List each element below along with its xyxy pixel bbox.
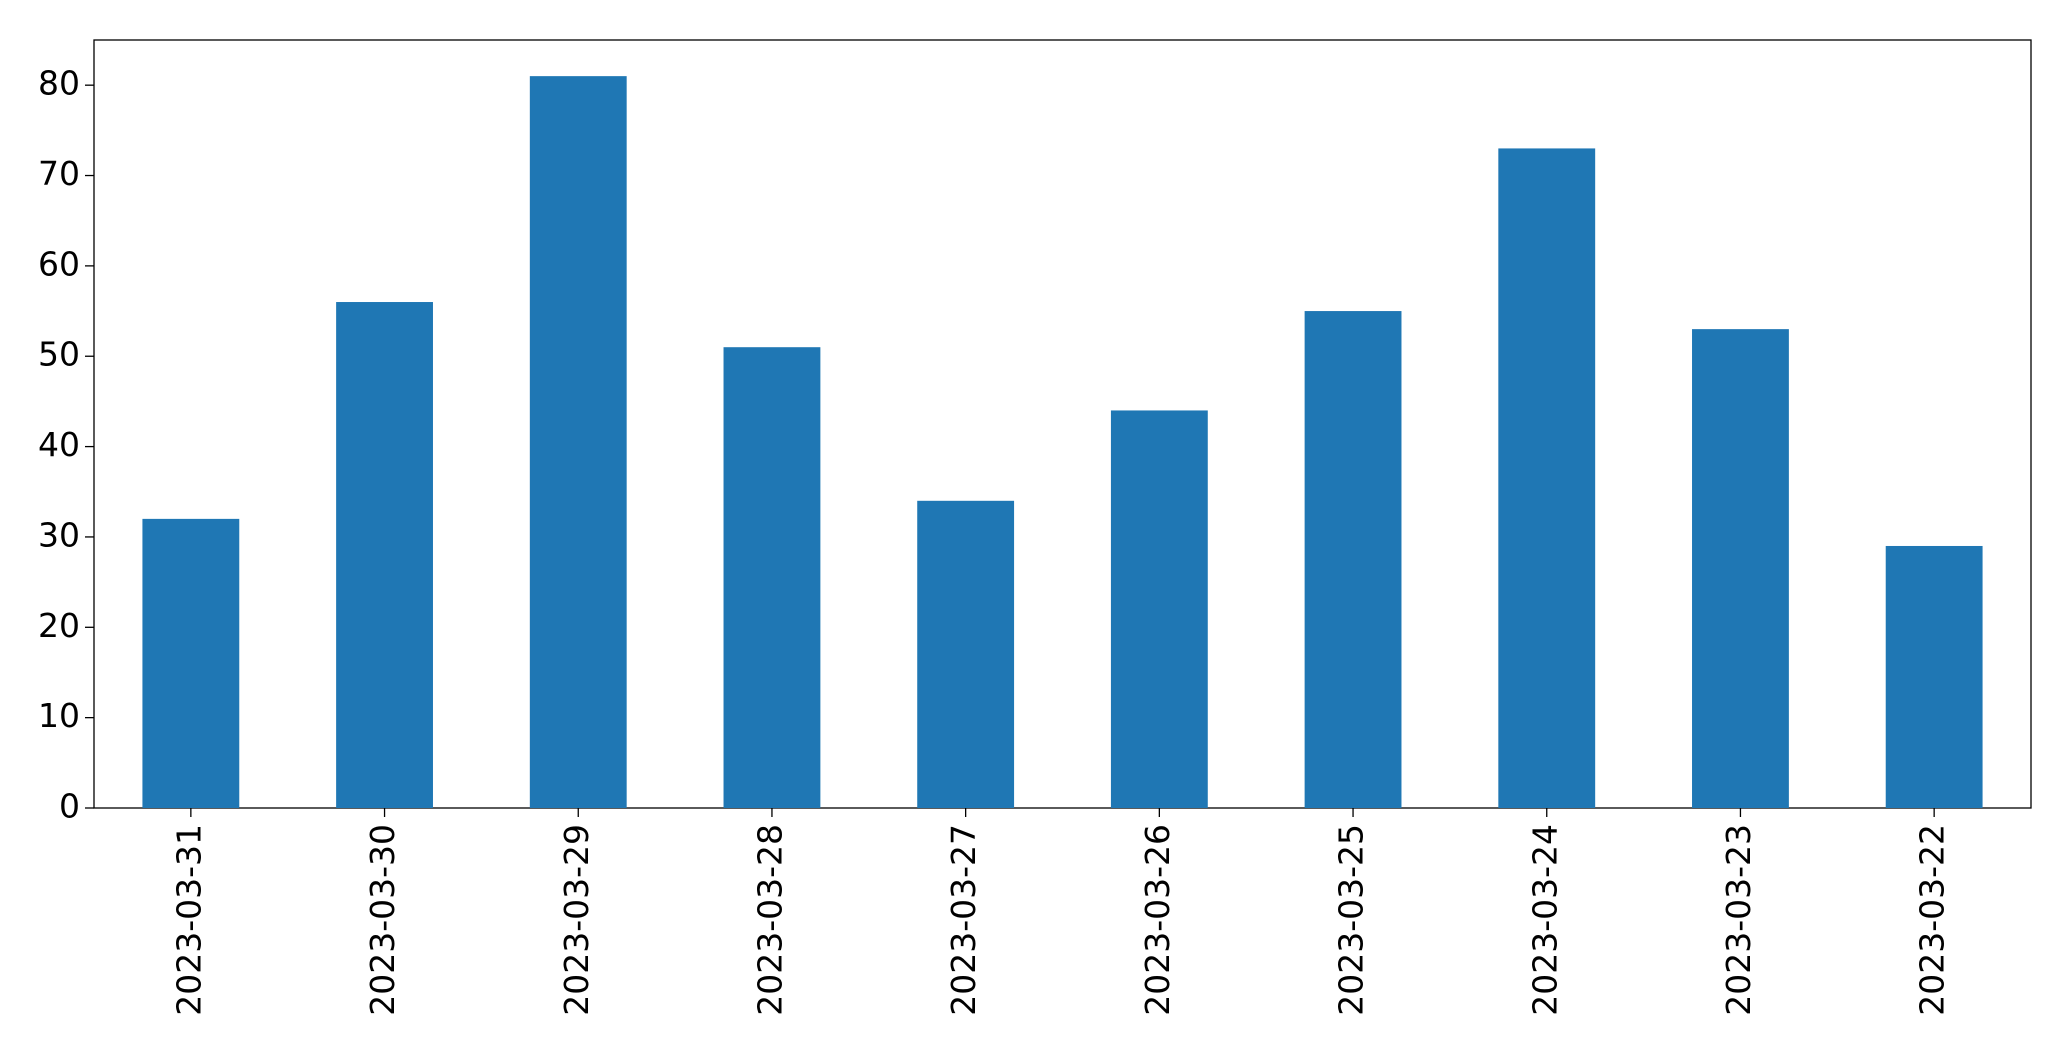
y-tick-label: 70 (38, 154, 80, 193)
x-tick-label: 2023-03-26 (1138, 824, 1177, 1016)
y-tick-label: 30 (38, 515, 80, 554)
y-tick-label: 40 (38, 425, 80, 464)
x-tick-label: 2023-03-27 (944, 824, 983, 1016)
bar (1304, 311, 1402, 808)
bar (142, 518, 240, 808)
bar (917, 500, 1015, 808)
x-tick-label: 2023-03-28 (750, 824, 789, 1016)
x-tick-label: 2023-03-31 (169, 824, 208, 1016)
y-tick-label: 80 (38, 64, 80, 103)
bar (1692, 329, 1789, 808)
bar (1885, 545, 1983, 808)
x-tick-label: 2023-03-29 (557, 824, 596, 1016)
y-tick-label: 10 (38, 696, 80, 735)
bar (336, 302, 433, 808)
x-tick-label: 2023-03-22 (1913, 824, 1952, 1016)
plot-frame (93, 39, 2032, 809)
x-tick-label: 2023-03-30 (363, 824, 402, 1016)
y-tick-label: 0 (59, 787, 80, 826)
bar (723, 347, 821, 808)
y-tick-label: 60 (38, 244, 80, 283)
bar (529, 76, 627, 808)
y-tick-label: 50 (38, 335, 80, 374)
x-tick-label: 2023-03-25 (1332, 824, 1371, 1016)
bar (1498, 148, 1596, 808)
x-tick-label: 2023-03-24 (1525, 824, 1564, 1016)
x-tick-label: 2023-03-23 (1719, 824, 1758, 1016)
y-tick-label: 20 (38, 606, 80, 645)
bar (1110, 410, 1208, 808)
